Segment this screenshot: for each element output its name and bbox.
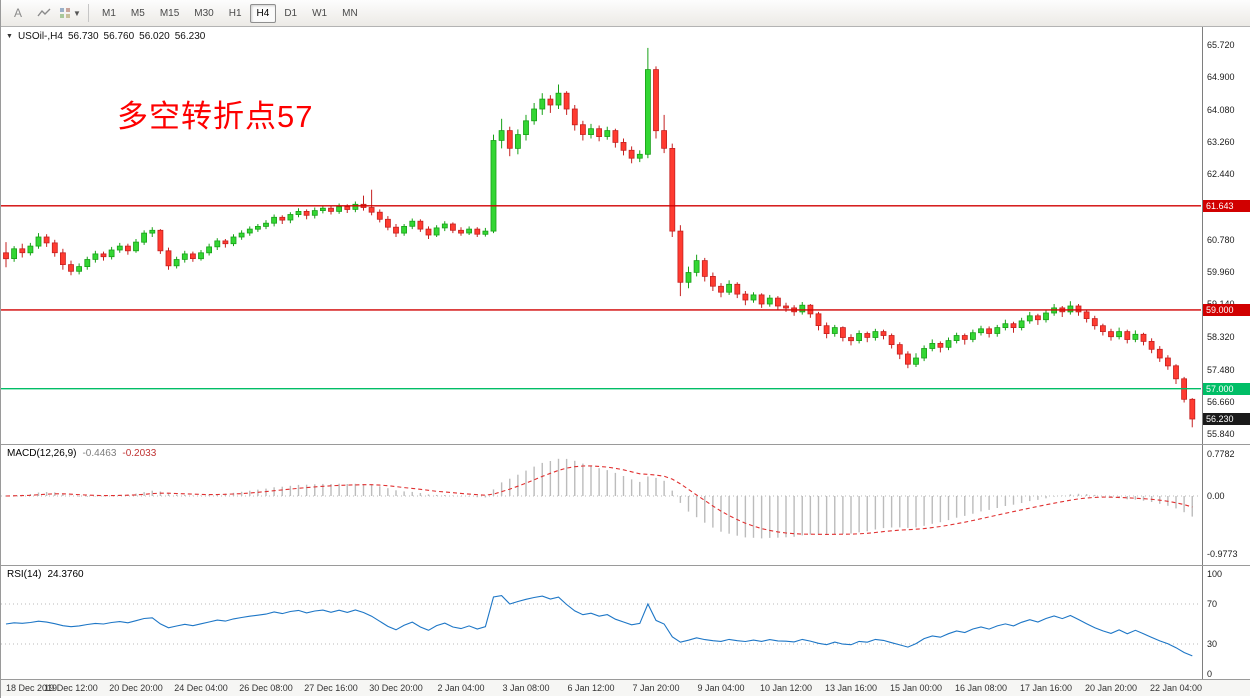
chevron-down-icon: ▼ xyxy=(73,8,81,18)
rsi-panel[interactable]: 100 70 30 0 RSI(14) 24.3760 xyxy=(1,566,1250,679)
rsi-plot[interactable] xyxy=(1,566,1201,679)
time-tick-label: 3 Jan 08:00 xyxy=(502,683,550,693)
axis-tick-label: 60.780 xyxy=(1207,234,1235,245)
macd-title: MACD(12,26,9) xyxy=(7,448,77,459)
timeframe-button-m5[interactable]: M5 xyxy=(130,7,145,19)
time-tick-label: 20 Jan 20:00 xyxy=(1084,683,1138,693)
price-plot[interactable] xyxy=(1,27,1201,444)
axis-tick-label: 62.440 xyxy=(1207,169,1235,180)
timeframe-button-m1[interactable]: M1 xyxy=(102,7,116,19)
symbol-label: USOil-,H4 xyxy=(17,31,63,42)
time-tick-label: 24 Dec 04:00 xyxy=(174,683,228,693)
axis-tick-label: -0.9773 xyxy=(1207,549,1238,559)
quote-close: 56.230 xyxy=(174,31,206,42)
zigzag-icon xyxy=(37,8,51,17)
axis-tick-label: 59.960 xyxy=(1207,267,1235,278)
axis-tick-label: 56.660 xyxy=(1207,397,1235,408)
line-tool-button[interactable] xyxy=(32,2,56,24)
rsi-title: RSI(14) xyxy=(7,569,42,580)
time-tick-label: 19 Dec 12:00 xyxy=(44,683,98,693)
timeframe-button-w1[interactable]: W1 xyxy=(312,7,328,19)
timeframe-button-h1[interactable]: H1 xyxy=(228,7,242,19)
panel-divider[interactable] xyxy=(1,565,1250,566)
axis-tick-label: 0 xyxy=(1207,669,1213,679)
macd-value-signal: -0.2033 xyxy=(122,448,157,459)
axis-tick-label: 100 xyxy=(1207,569,1223,579)
axis-tick-label: 57.480 xyxy=(1207,364,1235,375)
time-tick-label: 18 Dec 2019 xyxy=(6,683,58,693)
axis-tick-label: 70 xyxy=(1207,599,1218,609)
axis-tick-label: 55.840 xyxy=(1207,429,1235,440)
collapse-arrow-icon[interactable]: ▼ xyxy=(6,33,13,40)
time-tick-label: 17 Jan 16:00 xyxy=(1019,683,1073,693)
time-tick-label: 9 Jan 04:00 xyxy=(697,683,745,693)
text-tool-button[interactable]: A xyxy=(13,6,22,20)
price-line-badge: 57.000 xyxy=(1203,382,1250,395)
rsi-label-row: RSI(14) 24.3760 xyxy=(7,569,84,580)
quote-low: 56.020 xyxy=(139,31,170,42)
time-tick-label: 15 Jan 00:00 xyxy=(889,683,943,693)
axis-tick-label: 30 xyxy=(1207,639,1218,649)
time-tick-label: 27 Dec 16:00 xyxy=(304,683,358,693)
macd-axis: 0.7782 0.00 -0.9773 xyxy=(1202,445,1250,565)
palette-button[interactable]: ▼ xyxy=(58,2,82,24)
timeframe-button-mn[interactable]: MN xyxy=(342,7,358,19)
time-tick-label: 13 Jan 16:00 xyxy=(824,683,878,693)
time-tick-label: 20 Dec 20:00 xyxy=(109,683,163,693)
axis-tick-label: 64.900 xyxy=(1207,72,1235,83)
macd-value-main: -0.4463 xyxy=(82,448,117,459)
symbol-quote-row: ▼ USOil-,H4 56.730 56.760 56.020 56.230 xyxy=(6,31,205,42)
time-tick-label: 26 Dec 08:00 xyxy=(239,683,293,693)
timeframe-button-d1[interactable]: D1 xyxy=(284,7,298,19)
axis-tick-label: 63.260 xyxy=(1207,137,1235,148)
price-line-badge: 61.643 xyxy=(1203,199,1250,212)
price-axis: 65.72064.90064.08063.26062.44061.62060.7… xyxy=(1202,27,1250,444)
rsi-axis: 100 70 30 0 xyxy=(1202,566,1250,679)
time-tick-label: 10 Jan 12:00 xyxy=(759,683,813,693)
timeframe-group: M1 M5 M15 M30 H1 H4 D1 W1 MN xyxy=(95,3,366,23)
quote-open: 56.730 xyxy=(67,31,99,42)
quote-high: 56.760 xyxy=(103,31,135,42)
timeframe-button-m15[interactable]: M15 xyxy=(159,7,180,19)
macd-panel[interactable]: 0.7782 0.00 -0.9773 MACD(12,26,9) -0.4463 … xyxy=(1,445,1250,565)
time-tick-label: 6 Jan 12:00 xyxy=(567,683,615,693)
chart-text-annotation: 多空转折点57 xyxy=(117,99,314,134)
macd-plot[interactable] xyxy=(1,445,1201,565)
axis-tick-label: 64.080 xyxy=(1207,104,1235,115)
timeframe-button-m30[interactable]: M30 xyxy=(194,7,214,19)
time-tick-label: 30 Dec 20:00 xyxy=(369,683,423,693)
price-line-badge: 56.230 xyxy=(1203,413,1250,426)
price-chart-panel[interactable]: 65.72064.90064.08063.26062.44061.62060.7… xyxy=(1,27,1250,444)
toolbar-separator xyxy=(88,4,89,22)
palette-icon xyxy=(60,8,71,18)
axis-tick-label: 58.320 xyxy=(1207,331,1235,342)
panel-divider[interactable] xyxy=(1,444,1250,445)
time-axis[interactable]: 18 Dec 2019 19 Dec 12:00 20 Dec 20:00 24 De… xyxy=(1,679,1250,696)
time-tick-label: 7 Jan 20:00 xyxy=(632,683,680,693)
price-line-badge: 59.000 xyxy=(1203,303,1250,316)
time-tick-label: 2 Jan 04:00 xyxy=(437,683,485,693)
time-tick-label: 16 Jan 08:00 xyxy=(954,683,1008,693)
axis-tick-label: 0.00 xyxy=(1207,491,1225,501)
toolbar: A ▼ M1 M5 M15 M30 H1 H4 D1 W1 MN xyxy=(1,0,1250,27)
macd-label-row: MACD(12,26,9) -0.4463 -0.2033 xyxy=(7,448,156,459)
axis-tick-label: 0.7782 xyxy=(1207,449,1235,459)
axis-tick-label: 65.720 xyxy=(1207,40,1235,51)
time-tick-label: 22 Jan 04:00 xyxy=(1149,683,1203,693)
rsi-value: 24.3760 xyxy=(47,569,84,580)
timeframe-button-h4[interactable]: H4 xyxy=(249,3,277,23)
